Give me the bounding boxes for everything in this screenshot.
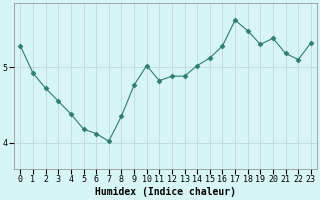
X-axis label: Humidex (Indice chaleur): Humidex (Indice chaleur) xyxy=(95,187,236,197)
